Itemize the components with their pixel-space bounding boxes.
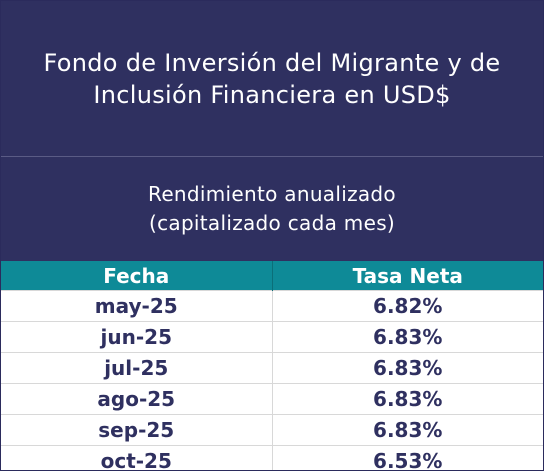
subtitle-line-2: (capitalizado cada mes) <box>148 211 396 235</box>
table-row: jul-25 6.83% <box>1 352 543 384</box>
cell-tasa: 6.82% <box>272 290 543 322</box>
table-row: jun-25 6.83% <box>1 321 543 353</box>
cell-tasa: 6.83% <box>272 352 543 384</box>
table-row: sep-25 6.83% <box>1 414 543 446</box>
table-row: oct-25 6.53% <box>1 445 543 470</box>
table-row: ago-25 6.83% <box>1 383 543 415</box>
subtitle-line-1: Rendimiento anualizado <box>148 182 396 206</box>
cell-tasa: 6.83% <box>272 414 543 446</box>
cell-fecha: sep-25 <box>1 414 273 446</box>
cell-fecha: oct-25 <box>1 445 273 470</box>
cell-tasa: 6.53% <box>272 445 543 470</box>
title-line-2: Inclusión Financiera en USD$ <box>93 80 451 109</box>
rates-table: Fecha Tasa Neta may-25 6.82% jun-25 6.83… <box>1 261 543 470</box>
cell-fecha: ago-25 <box>1 383 273 415</box>
title-banner: Fondo de Inversión del Migrante y de Inc… <box>1 1 543 157</box>
cell-fecha: jun-25 <box>1 321 273 353</box>
header-tasa-neta: Tasa Neta <box>272 261 543 291</box>
cell-fecha: may-25 <box>1 290 273 322</box>
cell-fecha: jul-25 <box>1 352 273 384</box>
cell-tasa: 6.83% <box>272 321 543 353</box>
header-fecha: Fecha <box>1 261 273 291</box>
table-header-row: Fecha Tasa Neta <box>1 261 543 291</box>
cell-tasa: 6.83% <box>272 383 543 415</box>
subtitle-banner: Rendimiento anualizado (capitalizado cad… <box>1 157 543 261</box>
table-row: may-25 6.82% <box>1 290 543 322</box>
title-line-1: Fondo de Inversión del Migrante y de <box>43 48 501 77</box>
